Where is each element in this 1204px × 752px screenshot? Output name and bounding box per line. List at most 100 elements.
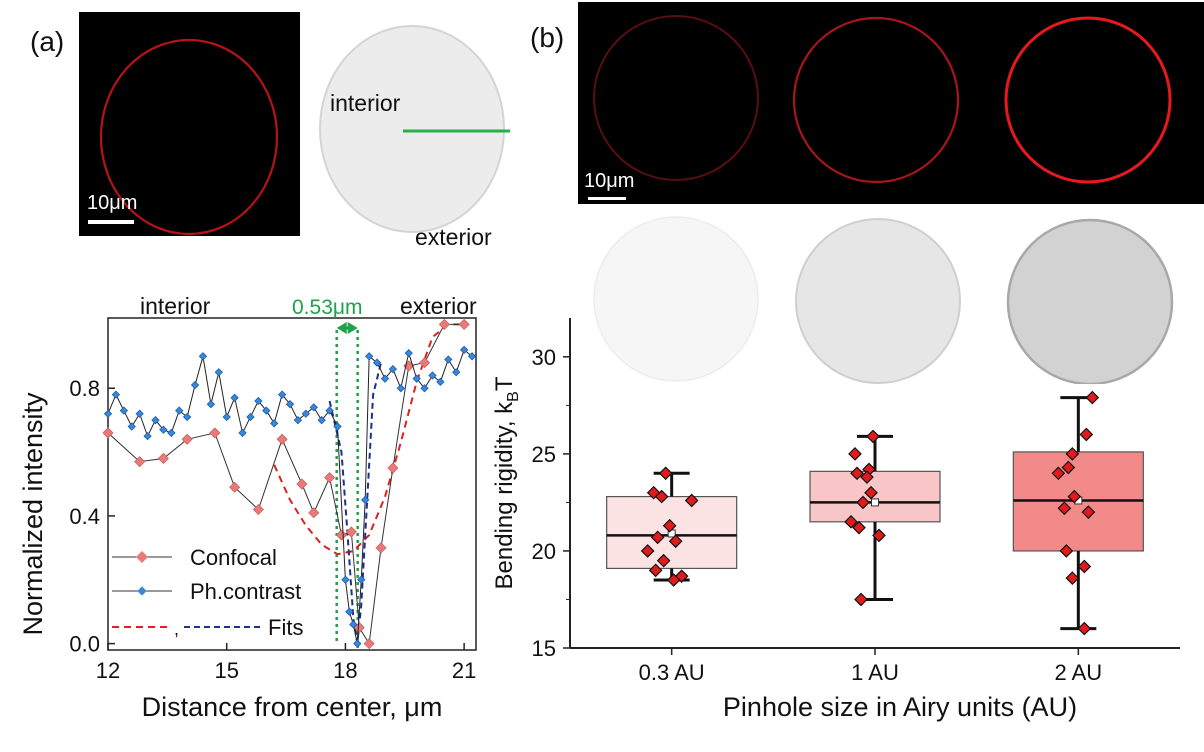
data-point-phase [353, 639, 362, 648]
mean-marker-1 [871, 498, 879, 507]
data-point-phase [341, 575, 350, 584]
data-point-phase [361, 495, 370, 505]
data-point-phase [270, 419, 279, 428]
data-point-phase [380, 374, 390, 383]
legend-label-confocal: Confocal [190, 545, 277, 570]
box-data-point-0 [648, 563, 663, 578]
box-data-point-1 [856, 495, 870, 510]
confocal-image-a: 10μm [79, 12, 300, 236]
data-point-phase [452, 368, 461, 377]
y-axis-label: Normalized intensity [18, 392, 48, 636]
data-point-confocal [458, 318, 470, 330]
gap-arrow-head-left [336, 322, 347, 334]
data-point-phase [262, 406, 271, 415]
x-tick-label: 21 [452, 658, 476, 683]
box-data-point-0 [650, 530, 665, 545]
data-point-phase [428, 371, 437, 380]
phase-image-a [310, 12, 525, 237]
panel-b-label: (b) [530, 22, 565, 53]
y-axis-label: Bending rigidity, kBT [491, 376, 522, 589]
data-point-phase [246, 412, 255, 422]
data-point-phase [420, 384, 429, 393]
data-point-phase [167, 428, 176, 438]
data-point-phase [333, 422, 342, 431]
data-point-phase [388, 364, 398, 374]
box-data-point-1 [844, 514, 858, 529]
data-point-confocal [102, 427, 114, 439]
box-data-point-0 [654, 489, 669, 504]
scale-bar-a [88, 220, 134, 224]
y-tick-label: 25 [532, 442, 556, 467]
data-point-confocal [375, 542, 387, 554]
data-point-phase [404, 348, 413, 358]
box-data-point-0 [658, 466, 673, 481]
box-data-point-2 [1065, 447, 1080, 461]
box-data-point-0 [684, 493, 699, 508]
interior-label-image: interior [330, 90, 401, 116]
data-point-confocal [418, 357, 431, 369]
vesicle-confocal-a [99, 38, 279, 236]
box-data-point-2 [1065, 571, 1080, 585]
data-point-phase [135, 409, 144, 418]
box-data-point-1 [850, 466, 864, 481]
data-point-phase [301, 409, 311, 418]
data-point-confocal [252, 503, 264, 516]
data-point-confocal [387, 462, 399, 474]
data-point-phase [285, 400, 295, 409]
data-point-phase [325, 406, 334, 415]
data-point-phase [412, 374, 421, 383]
plot-frame [107, 317, 477, 651]
data-point-phase [309, 403, 318, 412]
x-category-label: 1 AU [851, 660, 899, 685]
y-tick-label: 15 [532, 636, 556, 661]
data-point-phase [206, 400, 216, 409]
data-point-phase [349, 620, 358, 629]
data-point-confocal [209, 427, 221, 439]
legend-marker-phase [137, 586, 147, 596]
panel-a-label: (a) [30, 26, 65, 57]
box-1 [809, 470, 941, 523]
scale-bar-label-a: 10μm [87, 192, 138, 214]
data-point-phase [345, 607, 354, 616]
data-point-phase [238, 428, 247, 438]
intensity-profile-chart: 12 15 18 21 0.0 0.4 0.8 Distance from center, μ… [18, 293, 477, 722]
box-data-point-1 [864, 485, 878, 500]
data-point-phase [198, 352, 208, 361]
box-data-point-1 [866, 429, 880, 444]
fit-curve-confocal [273, 323, 465, 556]
data-point-phase [222, 412, 231, 422]
gap-arrow-head-right [347, 322, 358, 334]
box-data-point-2 [1067, 489, 1082, 504]
legend-label-phase: Ph.contrast [190, 579, 301, 604]
data-point-confocal [345, 526, 357, 538]
data-point-confocal [134, 456, 146, 468]
box-data-point-2 [1077, 621, 1092, 636]
legend-fit-separator: , [174, 619, 179, 639]
data-point-confocal [229, 481, 241, 493]
box-data-point-2 [1079, 427, 1094, 442]
x-category-label: 2 AU [1054, 660, 1102, 685]
exterior-label-image: exterior [415, 224, 492, 250]
box-data-point-1 [854, 592, 868, 607]
box-data-point-1 [860, 470, 874, 485]
box-data-point-2 [1051, 466, 1066, 481]
data-point-confocal [363, 638, 375, 650]
y-tick-label: 0.4 [69, 504, 100, 529]
confocal-strip-b: 10μm [578, 2, 1204, 204]
y-tick-label: 0.8 [69, 376, 100, 401]
exterior-annotation: exterior [400, 293, 477, 319]
data-point-phase [317, 415, 326, 425]
data-point-phase [182, 412, 192, 422]
data-point-phase [159, 425, 168, 434]
x-axis-label: Pinhole size in Airy units (AU) [723, 692, 1077, 722]
y-tick-label: 20 [532, 539, 556, 564]
fit-curve-phase [328, 362, 383, 644]
data-point-phase [143, 431, 152, 441]
x-tick-label: 12 [96, 658, 120, 683]
x-tick-label: 18 [333, 658, 357, 683]
y-tick-label: 0.0 [69, 632, 100, 657]
box-data-point-0 [662, 518, 677, 533]
box-data-point-2 [1057, 501, 1072, 516]
scale-bar-label-b: 10μm [584, 170, 635, 192]
data-point-phase [444, 355, 453, 364]
